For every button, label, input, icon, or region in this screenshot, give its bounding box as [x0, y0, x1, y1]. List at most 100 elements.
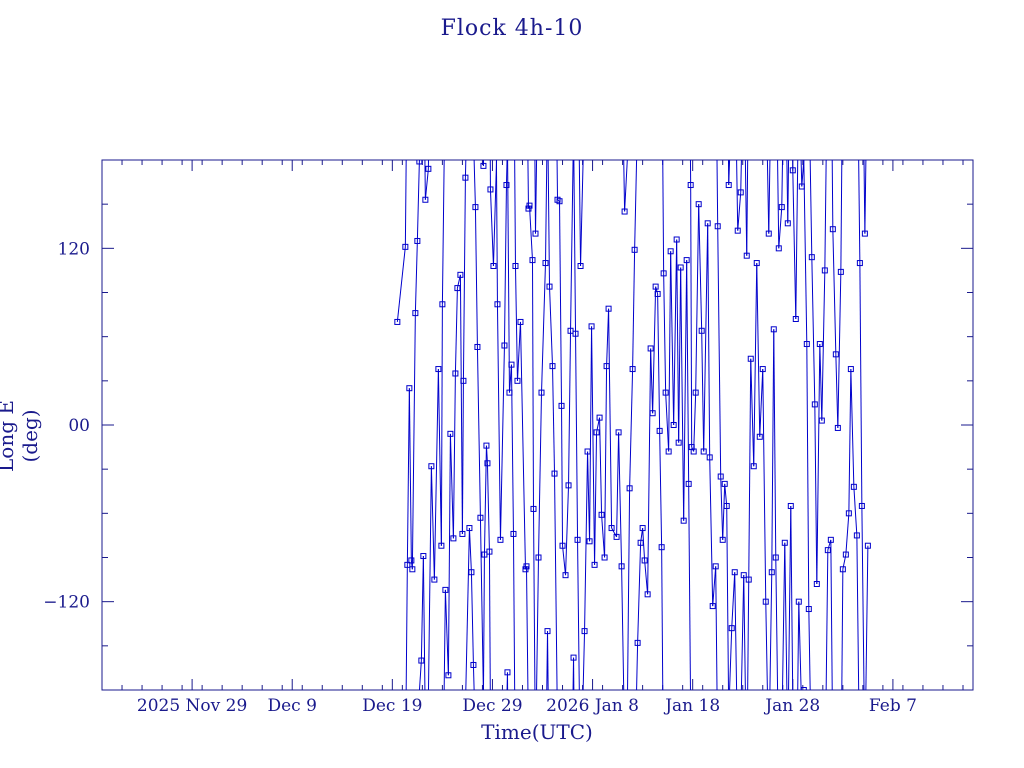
series-segment — [488, 551, 491, 690]
data-point — [487, 186, 494, 193]
data-point — [700, 448, 707, 455]
series-segment — [486, 463, 490, 552]
series-segment — [554, 473, 558, 690]
series-segment — [499, 345, 505, 540]
data-point — [598, 511, 605, 518]
data-point — [714, 223, 721, 230]
data-point — [641, 557, 648, 564]
series-segment — [790, 505, 794, 690]
y-tick-label: 120 — [58, 239, 90, 259]
series-segment — [492, 160, 498, 267]
data-point — [673, 236, 680, 243]
data-point — [460, 377, 467, 384]
data-point — [743, 252, 750, 259]
series-segment — [582, 631, 586, 690]
data-point — [503, 182, 510, 189]
series-segment — [753, 263, 758, 467]
series-segment — [837, 271, 842, 428]
series-segment — [637, 542, 642, 643]
data-point — [408, 557, 415, 564]
series-segment — [831, 160, 834, 230]
data-point — [544, 628, 551, 635]
series-segment — [712, 566, 717, 607]
series-segment — [798, 601, 802, 690]
data-point — [608, 525, 615, 532]
data-point — [656, 427, 663, 434]
series-segment — [411, 313, 416, 570]
x-tick-label: Dec 29 — [462, 696, 522, 716]
x-axis-label: Time(UTC) — [481, 720, 593, 744]
data-point — [677, 264, 684, 271]
series-segment — [775, 557, 779, 690]
data-point — [504, 669, 511, 676]
data-point — [435, 366, 442, 373]
series-segment — [599, 417, 603, 515]
series-segment — [797, 601, 800, 690]
series-segment — [806, 344, 810, 610]
series-segment — [840, 160, 843, 272]
data-point — [665, 448, 672, 455]
series-segment — [707, 223, 711, 458]
series-segment — [693, 392, 697, 452]
data-point — [800, 687, 807, 690]
data-point — [706, 454, 713, 461]
data-point — [803, 341, 810, 348]
data-point — [824, 547, 831, 554]
series-segment — [562, 545, 567, 576]
data-point — [805, 606, 812, 613]
series-segment — [703, 223, 709, 452]
series-segment — [495, 160, 498, 305]
data-point — [731, 569, 738, 576]
data-point — [750, 463, 757, 470]
series-segment — [483, 445, 487, 555]
data-point — [795, 598, 802, 605]
series-segment — [728, 160, 731, 186]
data-point — [858, 502, 865, 509]
series-segment — [559, 201, 563, 406]
data-point — [683, 257, 690, 264]
data-point — [530, 505, 537, 512]
series-segment — [474, 207, 478, 347]
series-segment — [538, 392, 543, 558]
series-segment — [512, 533, 516, 690]
data-point — [811, 401, 818, 408]
series-segment — [858, 160, 861, 264]
series-segment — [856, 535, 860, 690]
data-point — [605, 305, 612, 312]
series-segment — [765, 601, 768, 690]
series-segment — [507, 160, 510, 393]
series-segment — [655, 286, 659, 295]
series-segment — [864, 160, 867, 234]
data-point — [591, 561, 598, 568]
series-segment — [449, 433, 454, 539]
series-segment — [462, 177, 466, 381]
series-segment — [414, 240, 418, 314]
data-point — [712, 563, 719, 570]
series-segment — [787, 160, 790, 224]
data-point — [753, 260, 760, 267]
series-segment — [470, 572, 474, 665]
series-segment — [476, 346, 481, 518]
data-point — [596, 414, 603, 421]
series-segment — [809, 160, 813, 258]
axis-ticks — [101, 160, 973, 690]
data-point — [649, 410, 656, 417]
data-point — [808, 254, 815, 261]
data-point — [827, 536, 834, 543]
series-segment — [632, 249, 636, 370]
data-point — [734, 227, 741, 234]
data-point — [613, 533, 620, 540]
data-point — [618, 563, 625, 570]
series-segment — [503, 185, 507, 346]
series-segment — [611, 527, 618, 538]
data-point — [586, 538, 593, 545]
data-point — [667, 248, 674, 255]
series-segment — [746, 160, 749, 256]
data-point — [526, 202, 533, 209]
series-segment — [665, 392, 670, 452]
series-segment — [724, 483, 728, 507]
axis-tick-labels: 2025 Nov 29 Dec 9 Dec 19 Dec 29 2026 Jan 8 Ja… — [43, 239, 917, 716]
data-point — [816, 341, 823, 348]
data-point — [474, 343, 481, 350]
series-segment — [736, 160, 739, 231]
